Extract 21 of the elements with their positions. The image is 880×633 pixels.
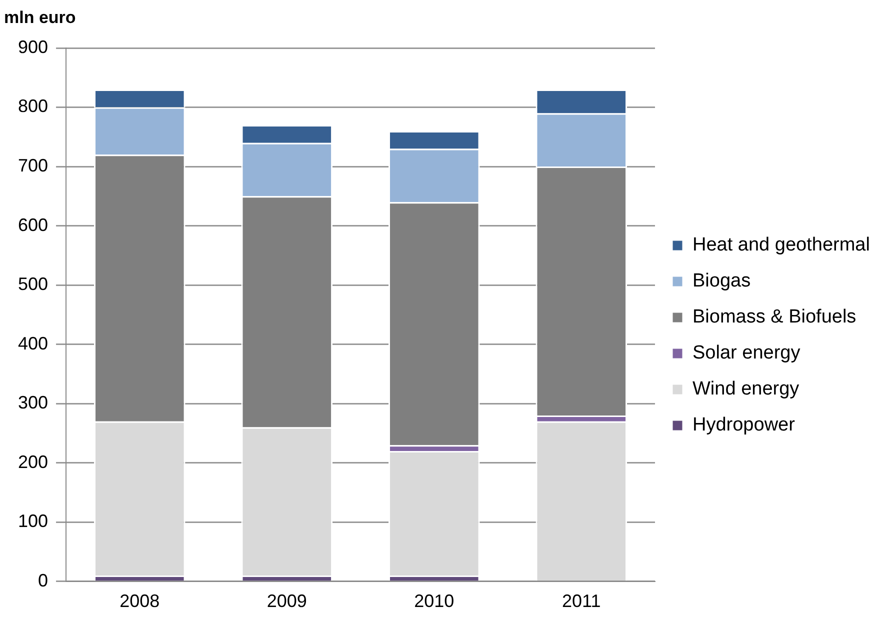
- legend-label: Heat and geothermal: [692, 234, 870, 256]
- y-axis-title: mln euro: [4, 8, 76, 28]
- y-tick-label: 800: [18, 96, 48, 116]
- y-tick-label: 100: [18, 511, 48, 532]
- y-tick-label: 0: [38, 570, 48, 590]
- legend-label: Biogas: [692, 270, 751, 292]
- y-tick-label: 200: [18, 452, 48, 472]
- y-tick-label: 900: [18, 36, 48, 57]
- y-tick-label: 500: [18, 274, 48, 294]
- legend-label: Wind energy: [692, 378, 800, 400]
- x-tick-label: 2011: [562, 591, 601, 612]
- legend-label: Biomass & Biofuels: [692, 306, 856, 328]
- x-tick-label: 2008: [120, 591, 160, 612]
- legend-label: Hydropower: [692, 414, 796, 436]
- x-tick-label: 2009: [266, 591, 307, 612]
- legend-label: Solar energy: [692, 342, 801, 364]
- y-tick-label: 300: [18, 392, 48, 413]
- y-tick-label: 600: [18, 214, 48, 235]
- y-tick-label: 700: [18, 156, 48, 176]
- x-tick-label: 2010: [414, 591, 454, 612]
- y-tick-label: 400: [18, 333, 48, 354]
